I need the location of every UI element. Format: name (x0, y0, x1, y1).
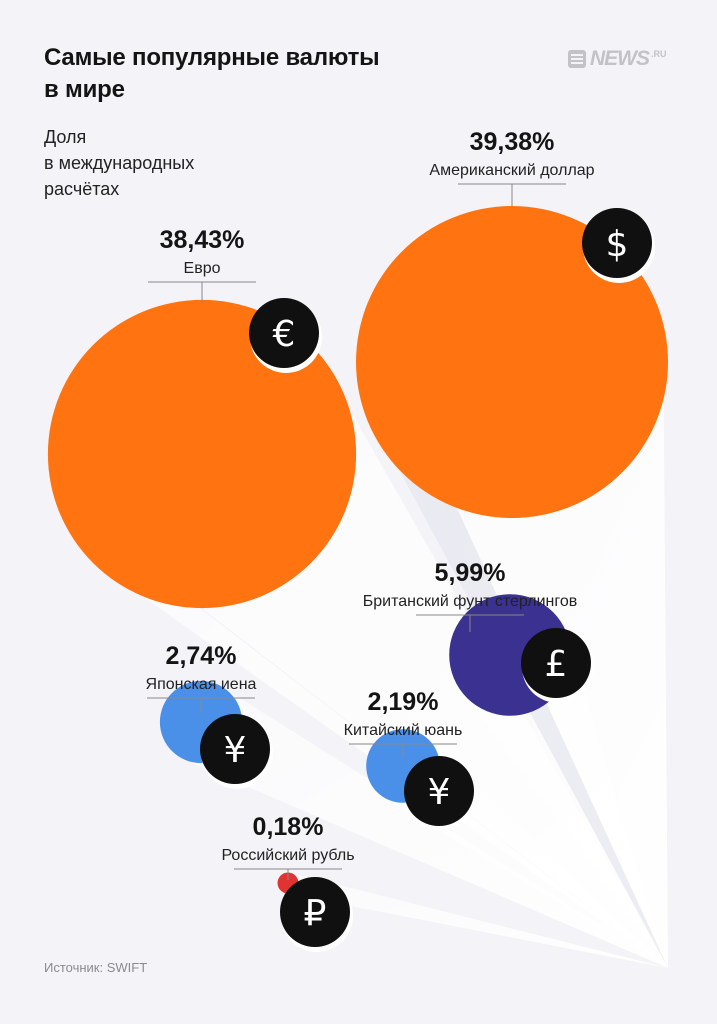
badge-symbol-usd: $ (606, 224, 629, 265)
chart-subtitle-line-3: расчётах (44, 179, 120, 199)
news-ru-logo: NEWS .RU (568, 47, 667, 71)
logo-mark-icon (568, 50, 586, 68)
chart-subtitle-line-1: Доля (44, 127, 87, 147)
value-label-gbp: 5,99% (435, 559, 506, 587)
ruble-icon (280, 877, 350, 947)
currency-name-eur: Евро (184, 260, 221, 277)
currency-name-usd: Американский доллар (429, 162, 594, 179)
value-label-eur: 38,43% (160, 226, 245, 254)
currency-name-cny: Китайский юань (344, 722, 463, 739)
pound-icon (521, 628, 591, 698)
yen-icon (200, 714, 270, 784)
value-label-jpy: 2,74% (166, 642, 237, 670)
euro-icon (249, 298, 319, 368)
value-label-usd: 39,38% (470, 128, 555, 156)
value-label-cny: 2,19% (368, 688, 439, 716)
source-note: Источник: SWIFT (44, 960, 148, 975)
light-beam-rub (285, 872, 668, 968)
badge-symbol-gbp: £ (545, 644, 568, 685)
chart-title-line-2: в мире (44, 76, 125, 103)
chart-title-line-1: Самые популярные валюты (44, 44, 380, 71)
dollar-icon (582, 208, 652, 278)
badge-symbol-rub: ₽ (304, 893, 327, 934)
yuan-icon (404, 756, 474, 826)
logo-suffix: .RU (651, 49, 667, 59)
currency-name-jpy: Японская иена (146, 676, 257, 693)
chart-title: Самые популярные валюты в мире (44, 42, 380, 106)
logo-text: NEWS (590, 47, 650, 70)
badge-symbol-cny: ¥ (428, 772, 451, 813)
badge-symbol-jpy: ¥ (224, 730, 247, 771)
chart-subtitle: Доля в международных расчётах (44, 124, 194, 202)
bubble-eur (47, 299, 357, 609)
currency-name-gbp: Британский фунт стерлингов (363, 593, 578, 610)
badge-symbol-eur: € (273, 314, 296, 355)
value-label-rub: 0,18% (253, 813, 324, 841)
chart-subtitle-line-2: в международных (44, 153, 195, 173)
bubble-usd (356, 206, 668, 518)
beam-shadow-eur (52, 494, 668, 968)
currency-name-rub: Российский рубль (221, 847, 354, 864)
